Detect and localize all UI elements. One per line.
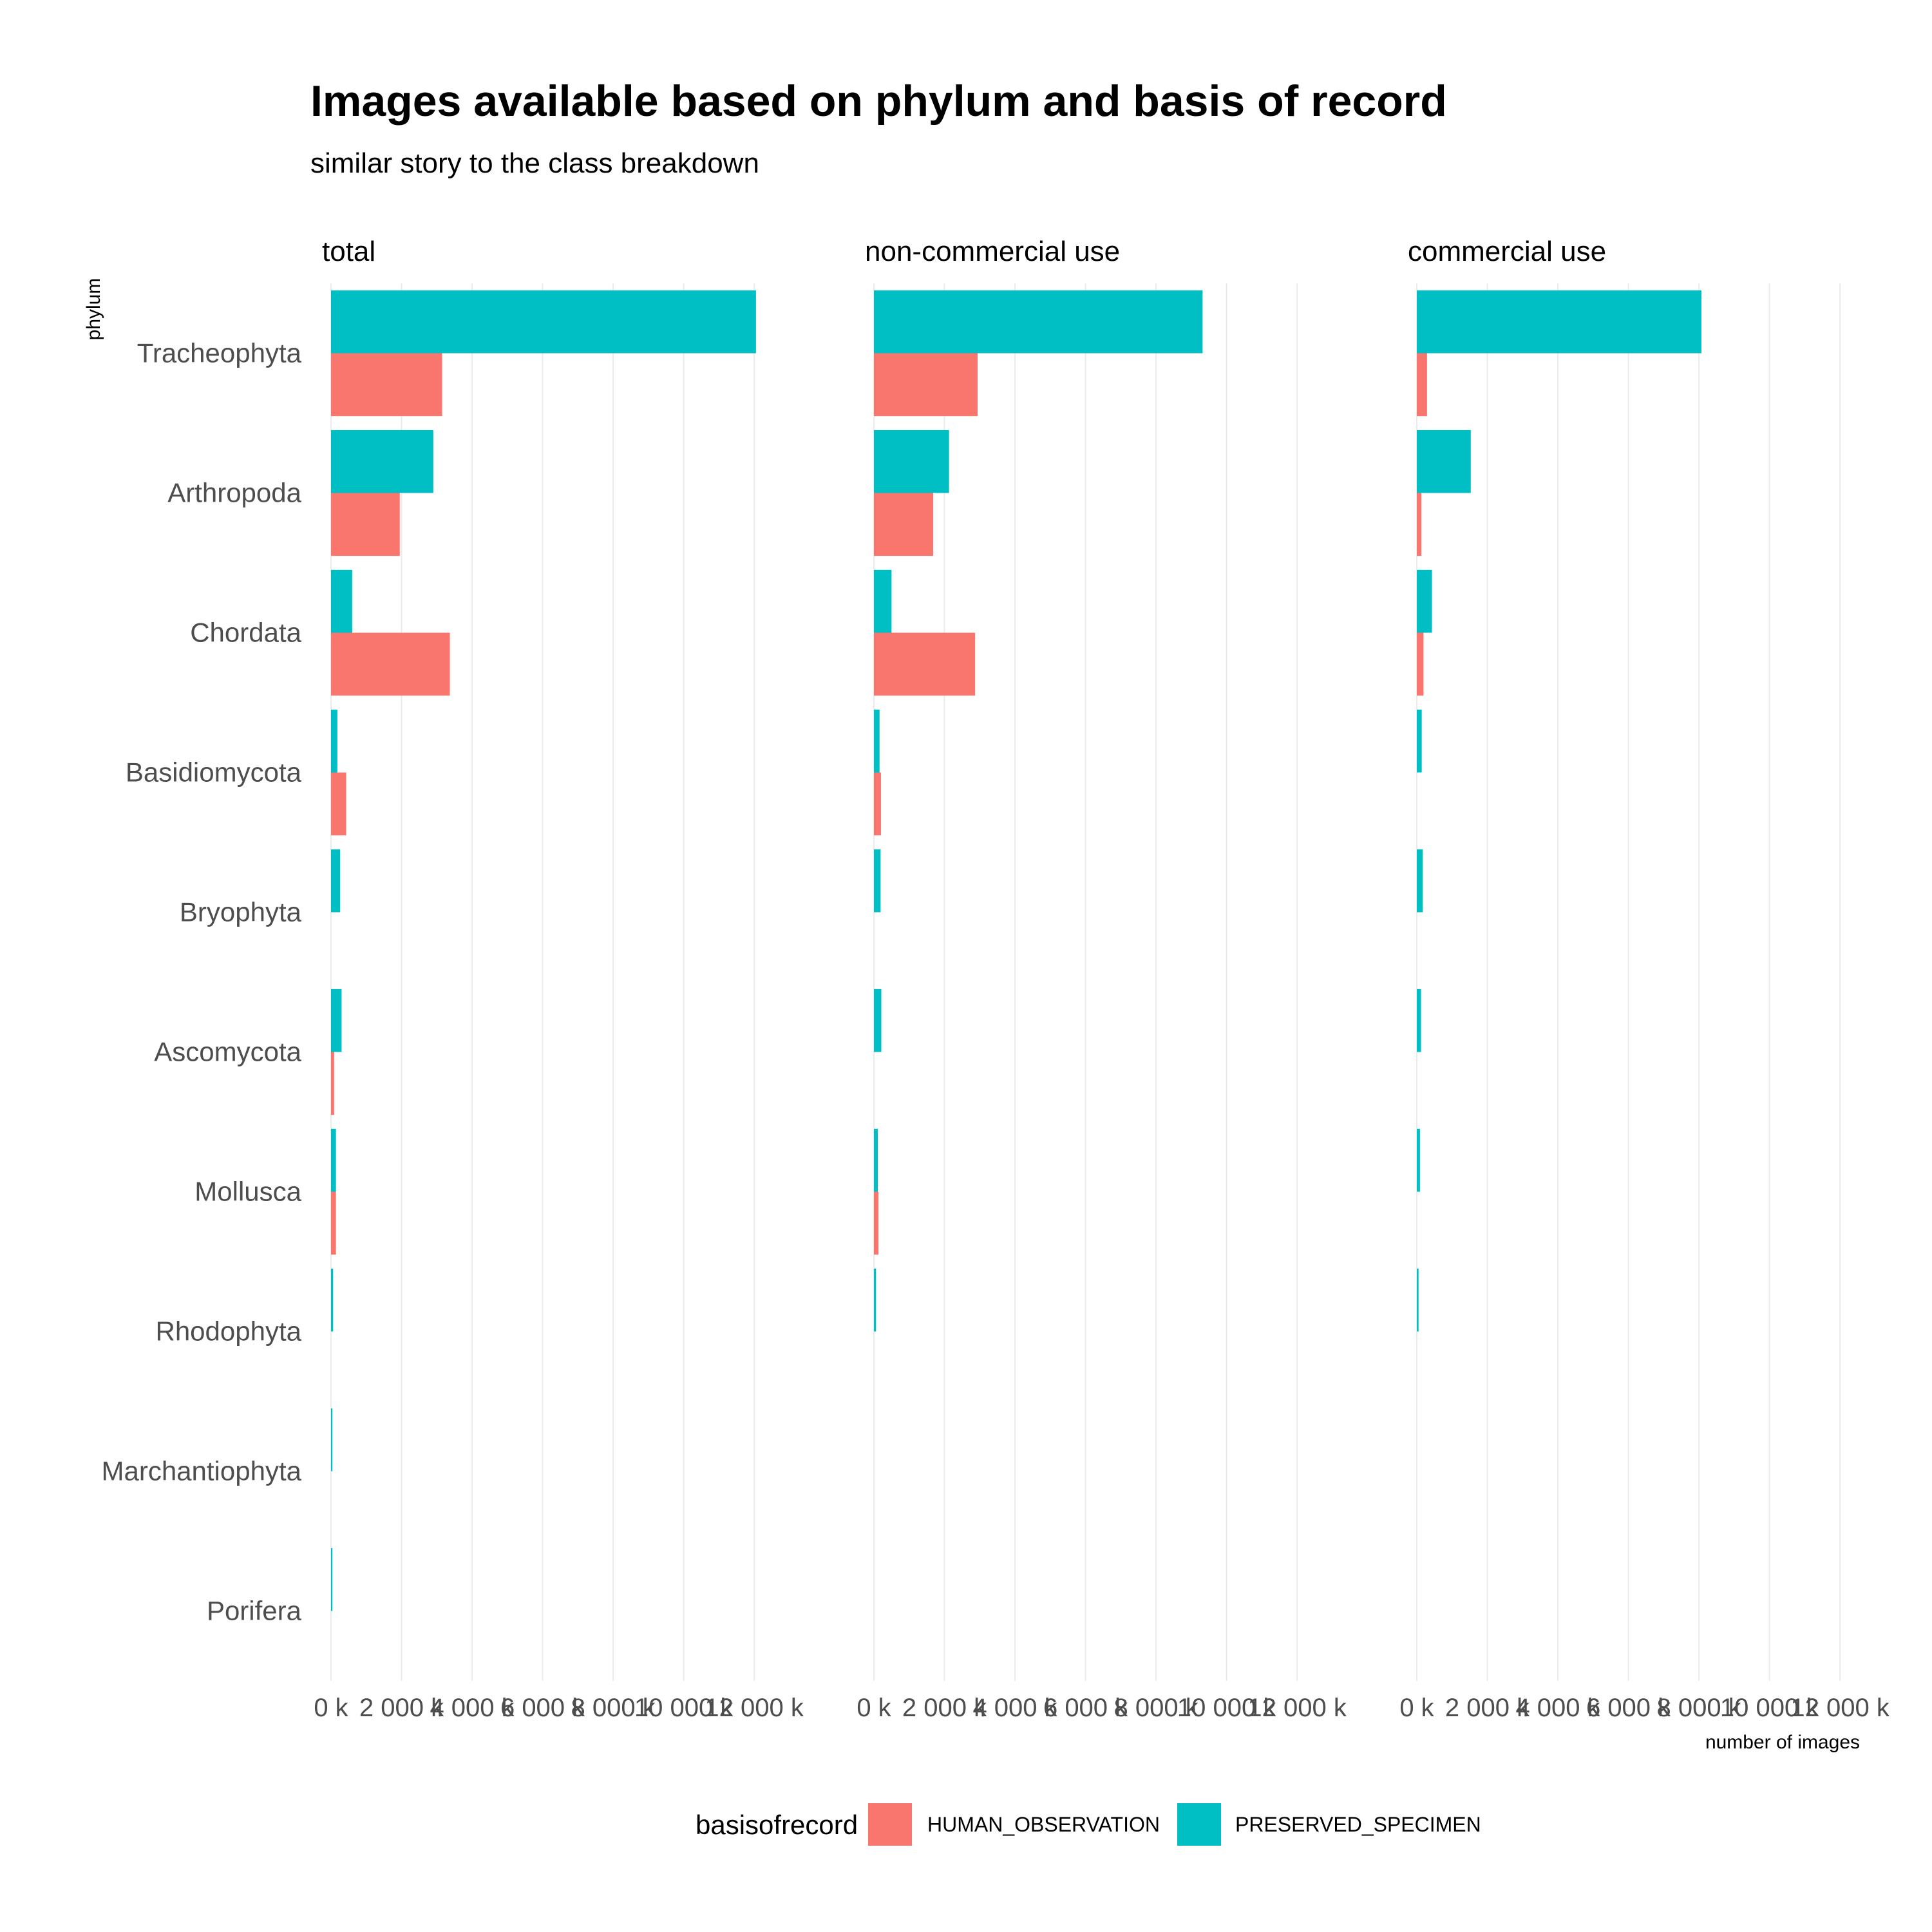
x-tick-label: 10 000 k (634, 1694, 734, 1722)
legend: basisofrecord HUMAN_OBSERVATION PRESERVE… (696, 1803, 1481, 1846)
x-tick-label: 12 000 k (705, 1694, 804, 1722)
panel-non-commercial-use: non-commercial use 0 k 2 000 k4 000 k6 000… (857, 236, 1347, 1722)
x-tick-label: 2 000 k (1445, 1694, 1530, 1722)
bar-preserved-specimen-rhodophyta (331, 1268, 334, 1332)
x-tick-label: 4 000 k (1515, 1694, 1600, 1722)
bar-preserved-specimen-arthropoda (331, 430, 433, 493)
x-tick-label: 2 000 k (902, 1694, 987, 1722)
bar-preserved-specimen-mollusca (1417, 1128, 1420, 1192)
bar-preserved-specimen-tracheophyta (331, 290, 756, 354)
category-label-tracheophyta: Tracheophyta (137, 338, 302, 368)
x-tick-label: 0 k (857, 1694, 891, 1722)
bar-preserved-specimen-porifera (331, 1548, 333, 1611)
bar-human-observation-ascomycota (331, 1052, 334, 1115)
x-tick-label: 6 000 k (1043, 1694, 1128, 1722)
panel-strip-label: total (322, 236, 375, 267)
category-label-chordata: Chordata (190, 618, 301, 648)
bar-preserved-specimen-tracheophyta (1417, 290, 1701, 354)
panel-strip-label: non-commercial use (865, 236, 1120, 267)
bar-preserved-specimen-mollusca (331, 1128, 336, 1192)
bar-preserved-specimen-rhodophyta (874, 1268, 876, 1332)
bar-preserved-specimen-basidiomycota (874, 709, 880, 773)
bar-preserved-specimen-basidiomycota (1417, 709, 1422, 773)
bar-human-observation-tracheophyta (874, 353, 978, 417)
bar-preserved-specimen-rhodophyta (1417, 1268, 1419, 1332)
panel-commercial-use: commercial use 0 k 2 000 k4 000 k6 000 k8 … (1399, 236, 1890, 1722)
bar-preserved-specimen-bryophyta (874, 849, 881, 913)
bar-human-observation-arthropoda (874, 493, 933, 556)
x-tick-label: 2 000 k (359, 1694, 444, 1722)
bar-preserved-specimen-arthropoda (874, 430, 949, 493)
chart-title: Images available based on phylum and bas… (310, 77, 1447, 126)
x-tick-label: 12 000 k (1790, 1694, 1889, 1722)
x-tick-label: 4 000 k (972, 1694, 1057, 1722)
category-labels: Tracheophyta Arthropoda Chordata Basidiomyc… (101, 338, 301, 1626)
x-tick-label: 8 000 k (571, 1694, 656, 1722)
category-label-rhodophyta: Rhodophyta (155, 1316, 301, 1347)
panel-total: total 0 k 2 000 k4 000 k6 000 k8 000 k10 0… (314, 236, 804, 1722)
x-tick-label: 10 000 k (1720, 1694, 1819, 1722)
bar-human-observation-chordata (1417, 632, 1424, 696)
bar-human-observation-basidiomycota (331, 772, 346, 836)
category-label-arthropoda: Arthropoda (167, 478, 301, 508)
bar-human-observation-chordata (874, 632, 976, 696)
legend-label-human-observation: HUMAN_OBSERVATION (927, 1813, 1160, 1836)
bar-preserved-specimen-marchantiophyta (331, 1408, 333, 1472)
bar-human-observation-arthropoda (1417, 493, 1422, 556)
legend-title: basisofrecord (696, 1810, 858, 1840)
category-label-marchantiophyta: Marchantiophyta (101, 1456, 301, 1486)
bar-human-observation-mollusca (874, 1191, 879, 1255)
category-label-basidiomycota: Basidiomycota (126, 757, 302, 788)
bar-preserved-specimen-mollusca (874, 1128, 878, 1192)
bar-human-observation-mollusca (331, 1191, 336, 1255)
x-tick-label: 6 000 k (500, 1694, 585, 1722)
x-tick-label: 12 000 k (1247, 1694, 1347, 1722)
bar-preserved-specimen-arthropoda (1417, 430, 1471, 493)
bar-preserved-specimen-chordata (331, 569, 352, 633)
panel-strip-label: commercial use (1408, 236, 1606, 267)
bar-human-observation-arthropoda (331, 493, 400, 556)
x-tick-label: 8 000 k (1113, 1694, 1198, 1722)
bar-preserved-specimen-chordata (1417, 569, 1432, 633)
y-axis-title: phylum (83, 278, 104, 341)
x-tick-label: 0 k (314, 1694, 348, 1722)
bar-human-observation-chordata (331, 632, 450, 696)
category-label-bryophyta: Bryophyta (180, 897, 302, 927)
bar-preserved-specimen-chordata (874, 569, 892, 633)
x-axis-title: number of images (1705, 1732, 1860, 1753)
bar-human-observation-tracheophyta (331, 353, 442, 417)
x-tick-label: 8 000 k (1656, 1694, 1741, 1722)
x-tick-label: 10 000 k (1177, 1694, 1276, 1722)
bar-preserved-specimen-ascomycota (1417, 989, 1421, 1052)
bar-preserved-specimen-ascomycota (331, 989, 342, 1052)
bar-human-observation-basidiomycota (874, 772, 881, 836)
x-tick-label: 0 k (1399, 1694, 1434, 1722)
bar-preserved-specimen-bryophyta (331, 849, 341, 913)
bar-human-observation-tracheophyta (1417, 353, 1427, 417)
category-label-ascomycota: Ascomycota (154, 1037, 301, 1067)
legend-label-preserved-specimen: PRESERVED_SPECIMEN (1235, 1813, 1481, 1836)
legend-swatch-human-observation (868, 1803, 912, 1846)
bar-preserved-specimen-ascomycota (874, 989, 882, 1052)
bar-preserved-specimen-basidiomycota (331, 709, 337, 773)
legend-swatch-preserved-specimen (1177, 1803, 1221, 1846)
chart-subtitle: similar story to the class breakdown (310, 147, 759, 179)
category-label-mollusca: Mollusca (194, 1177, 301, 1207)
x-tick-label: 6 000 k (1586, 1694, 1671, 1722)
x-tick-label: 4 000 k (430, 1694, 515, 1722)
bar-preserved-specimen-bryophyta (1417, 849, 1423, 913)
category-label-porifera: Porifera (207, 1596, 302, 1626)
bar-preserved-specimen-tracheophyta (874, 290, 1203, 354)
